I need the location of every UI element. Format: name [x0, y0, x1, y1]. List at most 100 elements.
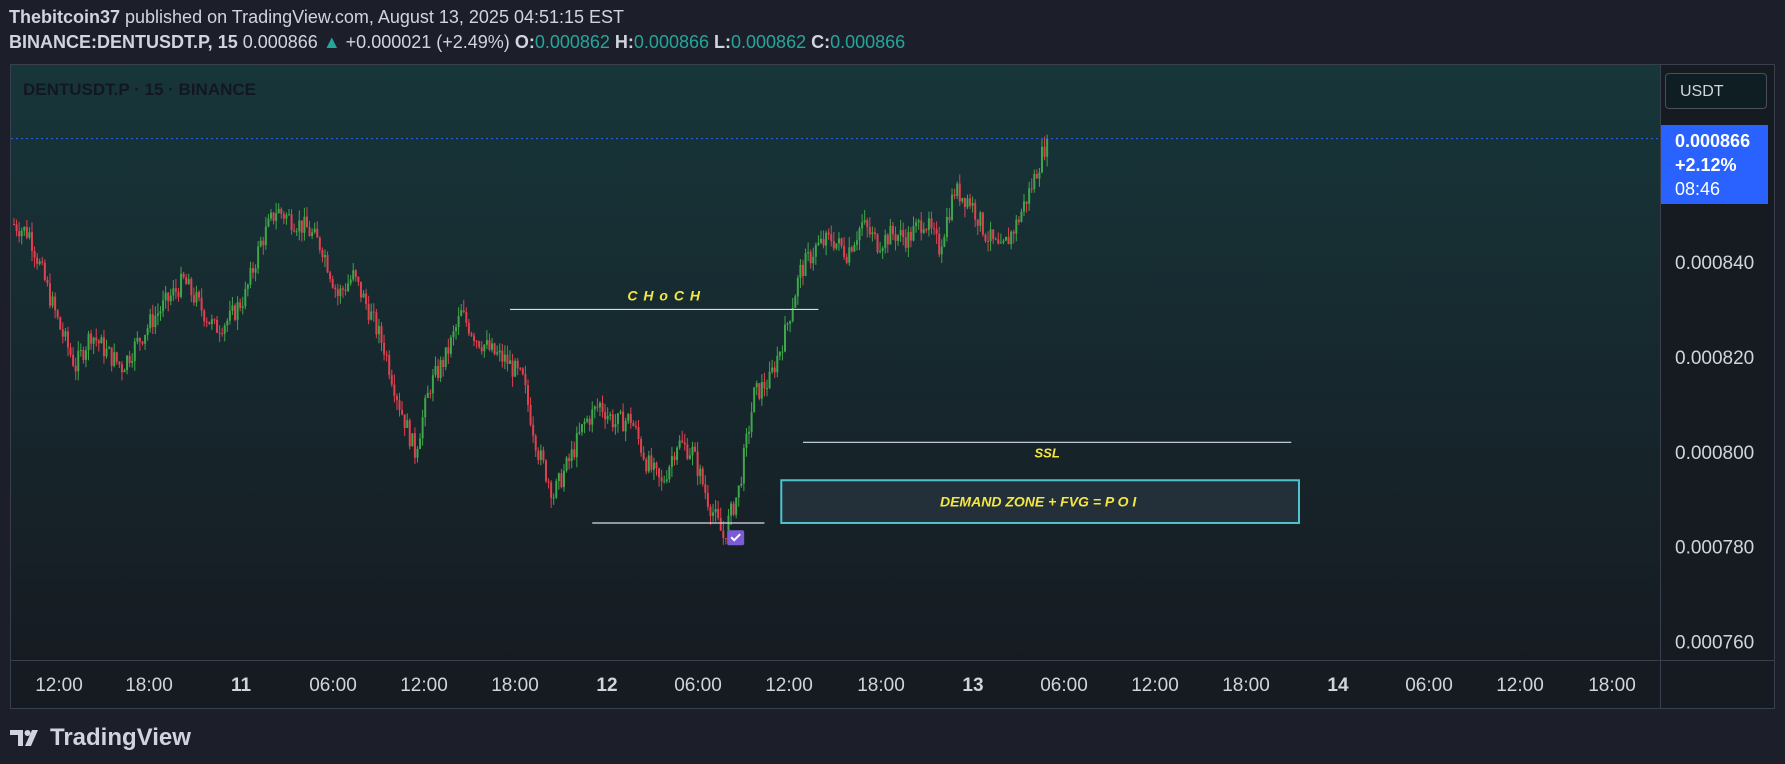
candle-body [372, 311, 375, 313]
up-arrow-icon: ▲ [322, 32, 341, 52]
candle-body [167, 292, 170, 302]
candle-body [257, 246, 260, 269]
candle-body [616, 413, 619, 424]
candle-body [79, 350, 82, 352]
candle-body [354, 270, 357, 277]
candle-body [185, 277, 188, 285]
candle-body [827, 232, 830, 235]
candle-body [837, 238, 840, 244]
candle-body [1035, 173, 1038, 179]
last-price: 0.000866 [242, 32, 318, 52]
candle-body [514, 360, 517, 377]
author-name[interactable]: Thebitcoin37 [9, 7, 121, 27]
candle-body [491, 343, 494, 350]
candle-body [287, 214, 290, 216]
candles-group [13, 134, 1049, 545]
candle-body [673, 456, 676, 460]
candle-body [866, 220, 869, 228]
candle-body [927, 218, 930, 231]
check-marker-icon[interactable] [727, 530, 745, 546]
candle-body [478, 341, 481, 348]
candle-body [717, 508, 720, 519]
time-tick-label: 13 [962, 675, 983, 696]
candle-body [676, 447, 679, 460]
candle-body [154, 315, 157, 328]
candle-body [509, 360, 512, 364]
candle-body [781, 351, 784, 353]
candle-body [1012, 231, 1015, 234]
candle-body [216, 319, 219, 333]
candle-body [444, 347, 447, 367]
candle-body [670, 456, 673, 467]
candle-body [627, 413, 630, 421]
candle-body [645, 459, 648, 472]
candle-body [483, 344, 486, 352]
candle-body [688, 455, 691, 459]
candle-body [323, 254, 326, 258]
candle-body [709, 506, 712, 516]
candle-body [763, 381, 766, 389]
candle-body [886, 234, 889, 245]
candle-body [434, 365, 437, 376]
candle-body [357, 276, 360, 282]
candle-body [786, 323, 789, 325]
candle-body [385, 354, 388, 356]
candle-body [74, 365, 77, 372]
candle-body [694, 446, 697, 452]
candle-body [282, 213, 285, 219]
candle-body [945, 216, 948, 238]
annotation-label: SSL [1034, 445, 1059, 460]
price-tag-value: 0.000866 [1675, 131, 1751, 151]
candle-body [244, 289, 247, 307]
candle-body [293, 229, 296, 232]
price-change: +0.000021 (+2.49%) [345, 32, 510, 52]
candle-body [59, 317, 62, 330]
price-tick-label: 0.000760 [1675, 633, 1754, 654]
candle-body [958, 183, 961, 202]
candle-body [997, 239, 1000, 244]
candle-body [938, 233, 941, 255]
candle-body [223, 325, 226, 334]
candle-body [493, 343, 496, 355]
candle-body [393, 384, 396, 396]
chart-frame [10, 64, 1775, 709]
candle-body [131, 361, 134, 363]
candle-body [817, 242, 820, 245]
candle-body [789, 321, 792, 324]
candle-body [948, 216, 951, 220]
candle-body [735, 497, 738, 515]
tradingview-logo[interactable]: TradingView [10, 724, 191, 752]
candle-body [969, 198, 972, 206]
candle-body [54, 296, 57, 311]
candle-body [321, 250, 324, 258]
candle-body [920, 220, 923, 233]
candle-body [562, 470, 565, 488]
candle-body [246, 284, 249, 290]
candle-body [544, 460, 547, 482]
time-axis: 12:00 18:00 11 06:00 12:00 18:00 12 06:00 12:00 1… [35, 675, 1636, 696]
candle-body [313, 228, 316, 233]
candle-body [467, 322, 470, 334]
candle-body [383, 342, 386, 355]
candle-body [187, 279, 190, 285]
candle-body [994, 238, 997, 240]
candle-body [72, 354, 75, 366]
currency-selector[interactable]: USDT [1665, 73, 1767, 109]
price-tag-countdown: 08:46 [1675, 179, 1721, 199]
candle-body [198, 292, 201, 298]
candle-body [172, 288, 175, 296]
candle-body [655, 462, 658, 469]
candle-body [25, 227, 28, 238]
time-tick-label: 18:00 [857, 675, 905, 696]
candle-body [1030, 188, 1033, 190]
candle-body [367, 303, 370, 320]
candle-body [825, 232, 828, 246]
candle-body [339, 288, 342, 297]
close-label: C: [811, 32, 831, 52]
candle-body [853, 244, 856, 252]
candle-body [473, 335, 476, 342]
candle-body [195, 292, 198, 303]
candle-body [115, 352, 118, 362]
demand-zone[interactable] [780, 479, 1300, 524]
